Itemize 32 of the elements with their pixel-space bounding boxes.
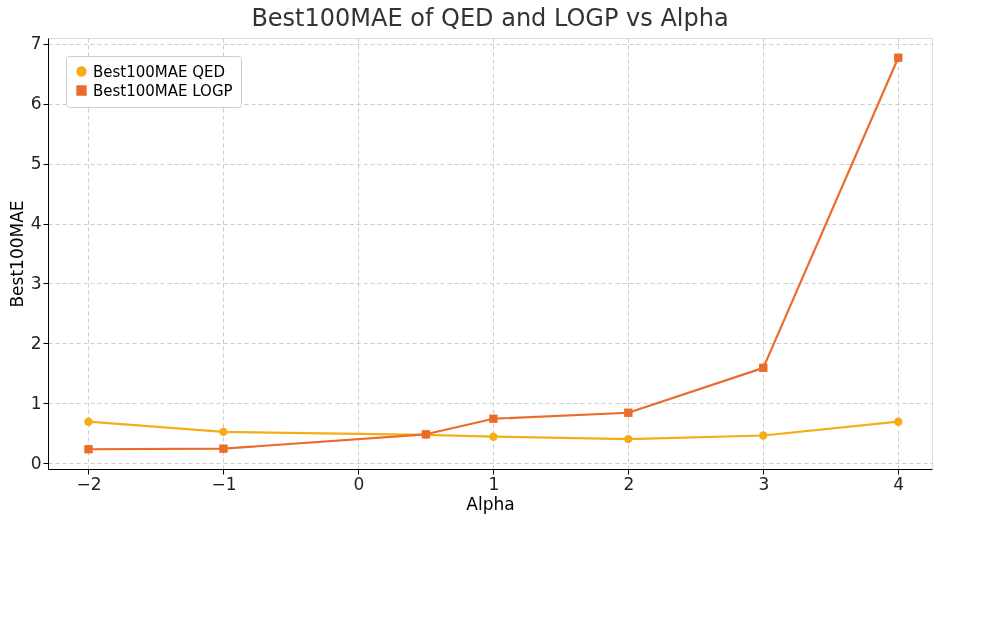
y-tick-label: 6 <box>30 93 42 114</box>
y-axis-title: Best100MAE <box>6 200 27 308</box>
point <box>894 53 903 62</box>
x-tick-label: 3 <box>758 473 770 494</box>
point <box>759 431 768 440</box>
point <box>624 434 633 444</box>
y-tick-label: 1 <box>30 392 42 413</box>
y-tick-label: 3 <box>30 272 42 293</box>
point <box>624 408 633 417</box>
y-tick-label: 7 <box>30 33 42 54</box>
point <box>84 445 93 454</box>
chart-title: Best100MAE of QED and LOGP vs Alpha <box>251 3 729 32</box>
x-tick-label: 2 <box>623 473 635 494</box>
x-tick-label: 0 <box>353 473 365 494</box>
y-tick-label: 5 <box>30 153 42 174</box>
legend-label: Best100MAE LOGP <box>93 81 233 100</box>
y-tick-label: 0 <box>30 452 42 473</box>
point <box>219 427 228 437</box>
x-tick-label: 4 <box>893 473 905 494</box>
y-tick-label: 4 <box>30 213 42 234</box>
point <box>489 414 498 423</box>
point <box>894 417 903 426</box>
x-tick-label: −2 <box>76 473 102 494</box>
x-tick-label: 1 <box>488 473 500 494</box>
point <box>84 417 93 426</box>
point <box>219 444 228 453</box>
y-tick-label: 2 <box>30 332 42 353</box>
legend-label: Best100MAE QED <box>93 62 226 81</box>
point <box>759 363 768 373</box>
x-tick-label: −1 <box>211 473 237 494</box>
point <box>489 432 498 441</box>
x-axis-title: Alpha <box>466 493 515 514</box>
